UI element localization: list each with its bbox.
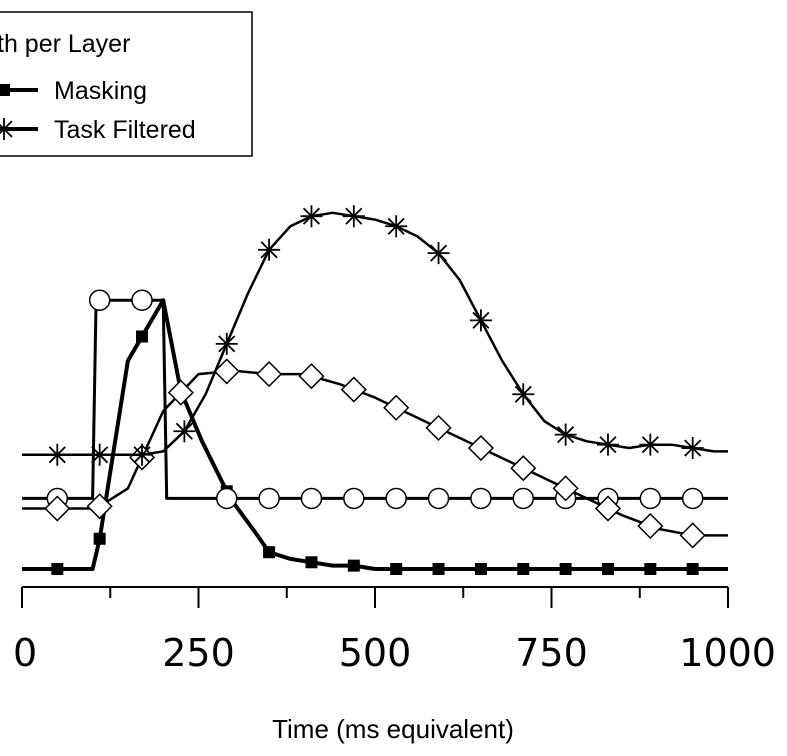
series-4-point — [300, 205, 323, 228]
series-1-point — [51, 563, 64, 575]
series-3-line — [22, 369, 728, 537]
series-1-point — [136, 330, 149, 343]
series-1-line — [22, 298, 728, 571]
series-3-point — [256, 361, 283, 388]
series-2-line — [22, 298, 728, 500]
legend-label: Masking — [54, 77, 147, 105]
x-axis-title: Time (ms equivalent) — [272, 714, 514, 744]
series-4-point — [88, 443, 111, 466]
series-3 — [22, 358, 728, 549]
series-2-point — [470, 487, 492, 510]
series-3-point — [425, 414, 452, 441]
series-3-point — [86, 493, 113, 520]
series-4-line — [22, 211, 728, 457]
series-1-point — [432, 563, 445, 575]
x-tick-label: 250 — [162, 631, 235, 675]
series-3-point — [213, 358, 240, 385]
series-4-point — [173, 420, 196, 443]
series-2-point — [343, 487, 365, 510]
series-3-point — [510, 455, 537, 482]
series-4-point — [131, 443, 154, 466]
series-2-point — [427, 487, 450, 510]
series-1-point — [559, 563, 572, 575]
series-1-point — [517, 563, 530, 575]
x-axis: 0 250 500 750 1000 — [13, 586, 776, 675]
series-1-point — [347, 559, 360, 572]
series-2-point — [681, 487, 704, 510]
series-2-point — [258, 487, 280, 510]
series-4-point — [385, 215, 408, 238]
series-2-point — [639, 487, 662, 510]
legend-entry-2: Task Filtered — [0, 116, 196, 144]
series-1-point — [305, 556, 318, 569]
x-tick-label: 500 — [339, 631, 412, 675]
series-3-point — [594, 495, 622, 522]
series-4-point — [512, 383, 535, 406]
series-4-point — [554, 423, 577, 446]
series-1-point — [644, 563, 657, 575]
series-1-point — [686, 563, 699, 575]
series-4-point — [427, 242, 450, 265]
series-4-point — [342, 205, 365, 228]
series-2-point — [512, 487, 535, 510]
series-3-point — [340, 376, 367, 403]
series-2-point — [131, 289, 153, 311]
series-2-point — [385, 487, 407, 510]
series-4-point — [639, 433, 662, 456]
legend-entries: Masking Task Filtered — [0, 77, 196, 144]
series-2 — [22, 289, 728, 510]
series-1-point — [390, 563, 403, 575]
series-2-point — [215, 487, 238, 510]
legend-box — [0, 11, 253, 157]
series-3-point — [637, 512, 664, 540]
series-1 — [22, 298, 728, 575]
series-3-point — [383, 394, 410, 421]
series-3-point — [552, 475, 579, 502]
x-tick-label: 0 — [13, 631, 37, 675]
plot-area — [22, 205, 728, 575]
series-4 — [22, 205, 728, 466]
series-1-point — [474, 563, 487, 575]
x-tick-label: 750 — [515, 631, 588, 675]
series-3-point — [167, 379, 194, 406]
series-3-point — [467, 434, 494, 462]
series-1-point — [601, 563, 614, 575]
legend-entry-1: Masking — [0, 77, 147, 105]
series-2-point — [88, 289, 111, 311]
series-1-point — [263, 546, 276, 559]
series-4-point — [596, 433, 619, 456]
series-3-point — [298, 363, 325, 390]
series-1-point — [93, 532, 106, 545]
series-4-point — [258, 238, 281, 261]
series-4-point — [215, 332, 238, 355]
series-3-point — [679, 522, 706, 549]
legend-label: Task Filtered — [54, 116, 196, 144]
series-4-point — [46, 443, 69, 466]
series-3-point — [44, 495, 71, 522]
series-4-point — [681, 437, 704, 460]
legend: th per Layer Masking Task Filtered — [0, 11, 253, 157]
x-tick-label: 1000 — [679, 631, 776, 675]
legend-marker — [0, 118, 15, 140]
series-4-point — [469, 309, 492, 332]
legend-title: th per Layer — [0, 30, 130, 58]
legend-marker — [0, 84, 10, 96]
series-2-point — [300, 487, 323, 510]
